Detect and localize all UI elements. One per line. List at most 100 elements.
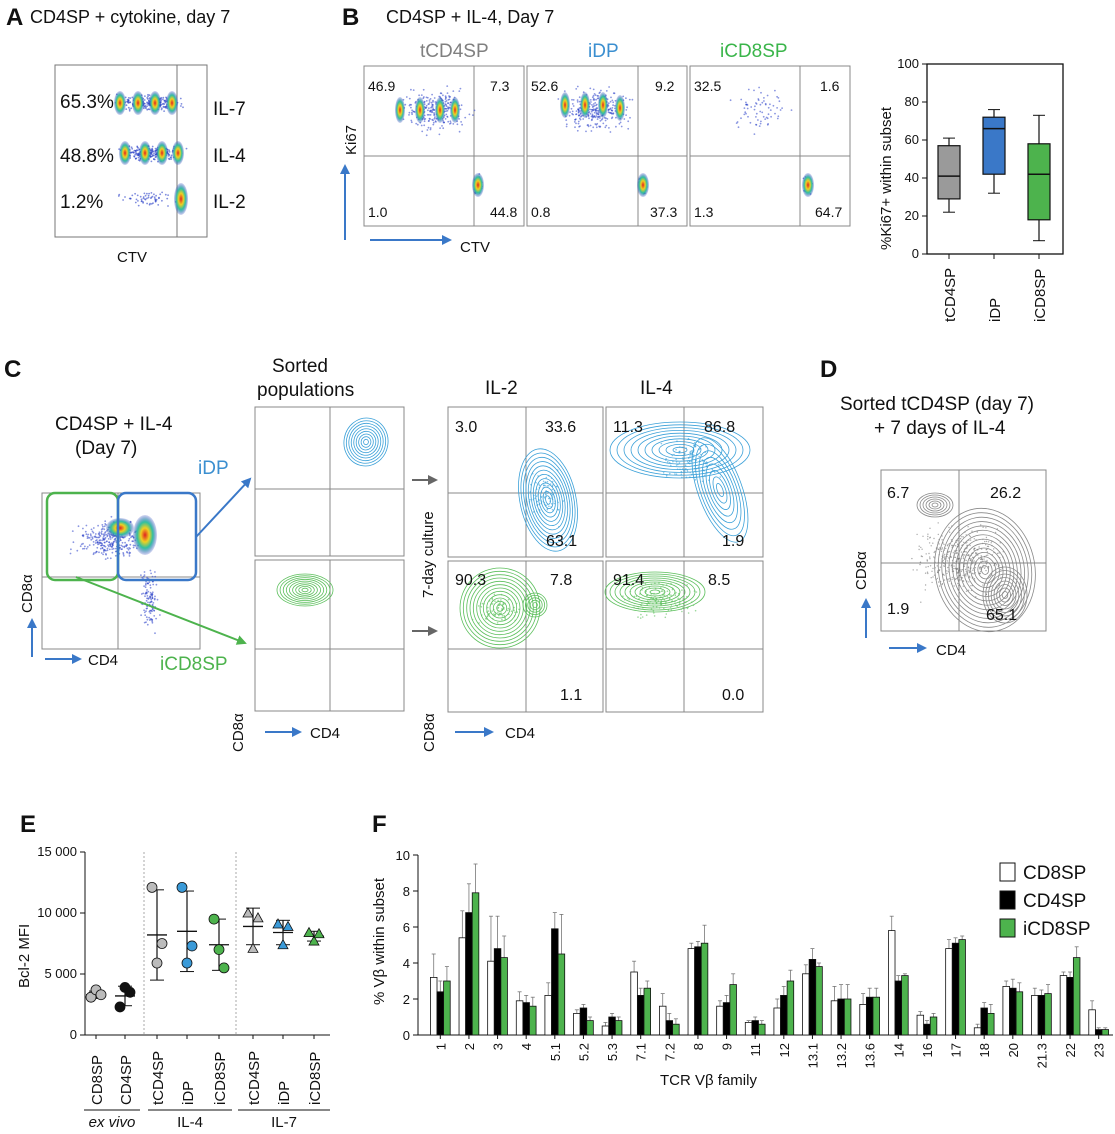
density-dot bbox=[747, 88, 750, 91]
f-bar-iCD8SP bbox=[901, 975, 909, 1036]
density-dot bbox=[550, 503, 553, 505]
density-dot bbox=[102, 535, 105, 538]
density-dot bbox=[943, 574, 945, 576]
density-dot bbox=[689, 455, 691, 457]
density-peak bbox=[472, 173, 484, 197]
density-dot bbox=[153, 158, 155, 161]
density-dot bbox=[662, 597, 664, 600]
density-dot bbox=[154, 153, 157, 156]
density-dot bbox=[967, 566, 970, 568]
density-dot bbox=[948, 542, 950, 545]
e-point bbox=[252, 912, 264, 923]
density-dot bbox=[152, 602, 155, 604]
b2-ll: 0.8 bbox=[531, 204, 551, 220]
density-dot bbox=[999, 542, 1001, 544]
density-dot bbox=[949, 550, 951, 553]
density-dot bbox=[415, 122, 418, 125]
density-dot bbox=[119, 537, 121, 540]
density-dot bbox=[468, 113, 471, 116]
density-dot bbox=[80, 543, 83, 546]
density-dot bbox=[948, 580, 950, 582]
contour-line bbox=[542, 491, 554, 509]
f-bar-iCD8SP bbox=[672, 1023, 680, 1036]
density-dot bbox=[608, 86, 610, 88]
density-dot bbox=[985, 554, 987, 557]
contour-line bbox=[609, 421, 751, 479]
density-dot bbox=[103, 541, 106, 544]
density-dot bbox=[599, 120, 602, 122]
density-dot bbox=[778, 100, 781, 103]
density-dot bbox=[679, 450, 681, 453]
density-dot bbox=[958, 527, 960, 530]
e-point bbox=[313, 927, 325, 939]
density-dot bbox=[150, 153, 153, 156]
density-dot bbox=[108, 541, 111, 544]
density-dot bbox=[546, 508, 549, 511]
density-dot bbox=[147, 93, 149, 96]
box-xlabel: tCD4SP bbox=[942, 268, 959, 322]
density-dot bbox=[585, 130, 587, 133]
density-dot bbox=[578, 125, 580, 128]
density-dot bbox=[429, 114, 432, 116]
density-dot bbox=[963, 563, 966, 565]
density-dot bbox=[432, 121, 435, 124]
density-dot bbox=[140, 198, 143, 201]
density-dot bbox=[121, 541, 124, 544]
density-dot bbox=[150, 203, 153, 205]
density-dot bbox=[965, 563, 967, 565]
density-dot bbox=[957, 570, 960, 573]
c-il4-bot-ul: 91.4 bbox=[613, 572, 644, 589]
contour-line bbox=[982, 566, 1028, 624]
density-dot bbox=[745, 101, 747, 104]
density-dot bbox=[117, 195, 120, 197]
contour-line bbox=[279, 575, 331, 605]
density-dot bbox=[127, 548, 130, 551]
density-dot bbox=[755, 103, 758, 105]
f-bar-CD4SP bbox=[808, 959, 817, 1036]
density-dot bbox=[612, 101, 615, 104]
density-dot bbox=[927, 538, 929, 540]
contour-line bbox=[525, 461, 571, 539]
density-dot bbox=[550, 497, 552, 500]
density-dot bbox=[498, 602, 501, 605]
density-dot bbox=[587, 125, 590, 128]
density-dot bbox=[573, 121, 576, 123]
density-dot bbox=[948, 578, 950, 580]
contour-line bbox=[459, 567, 541, 649]
density-peak bbox=[615, 95, 625, 121]
density-dot bbox=[595, 103, 598, 106]
e-ytick-label: 0 bbox=[70, 1027, 77, 1042]
density-dot bbox=[994, 562, 996, 565]
density-dot bbox=[675, 464, 678, 466]
density-dot bbox=[764, 118, 767, 120]
density-dot bbox=[429, 128, 432, 131]
density-dot bbox=[572, 113, 574, 116]
contour-line bbox=[639, 585, 671, 599]
density-dot bbox=[90, 528, 93, 531]
density-dot bbox=[170, 154, 173, 157]
c-il2-top: 3.0 33.6 63.1 bbox=[447, 406, 604, 558]
density-dot bbox=[926, 571, 929, 573]
density-dot bbox=[439, 92, 442, 95]
density-peak bbox=[119, 141, 131, 165]
density-dot bbox=[678, 462, 681, 464]
density-dot bbox=[126, 98, 129, 101]
f-bar-CD4SP bbox=[522, 1002, 530, 1036]
density-dot bbox=[104, 531, 107, 533]
density-dot bbox=[946, 555, 948, 558]
density-dot bbox=[90, 538, 93, 541]
contour-line bbox=[486, 594, 514, 622]
density-dot bbox=[497, 612, 499, 614]
density-dot bbox=[969, 559, 971, 562]
density-dot bbox=[411, 111, 413, 114]
density-dot bbox=[1000, 568, 1002, 571]
e-ytick-label: 5 000 bbox=[44, 966, 77, 981]
density-dot bbox=[424, 107, 427, 109]
density-dot bbox=[987, 554, 989, 556]
density-dot bbox=[107, 545, 110, 548]
density-dot bbox=[497, 599, 499, 602]
density-dot bbox=[516, 611, 518, 613]
density-dot bbox=[918, 548, 920, 551]
density-dot bbox=[916, 533, 918, 536]
e-xlabel: iCD8SP bbox=[212, 1052, 229, 1105]
